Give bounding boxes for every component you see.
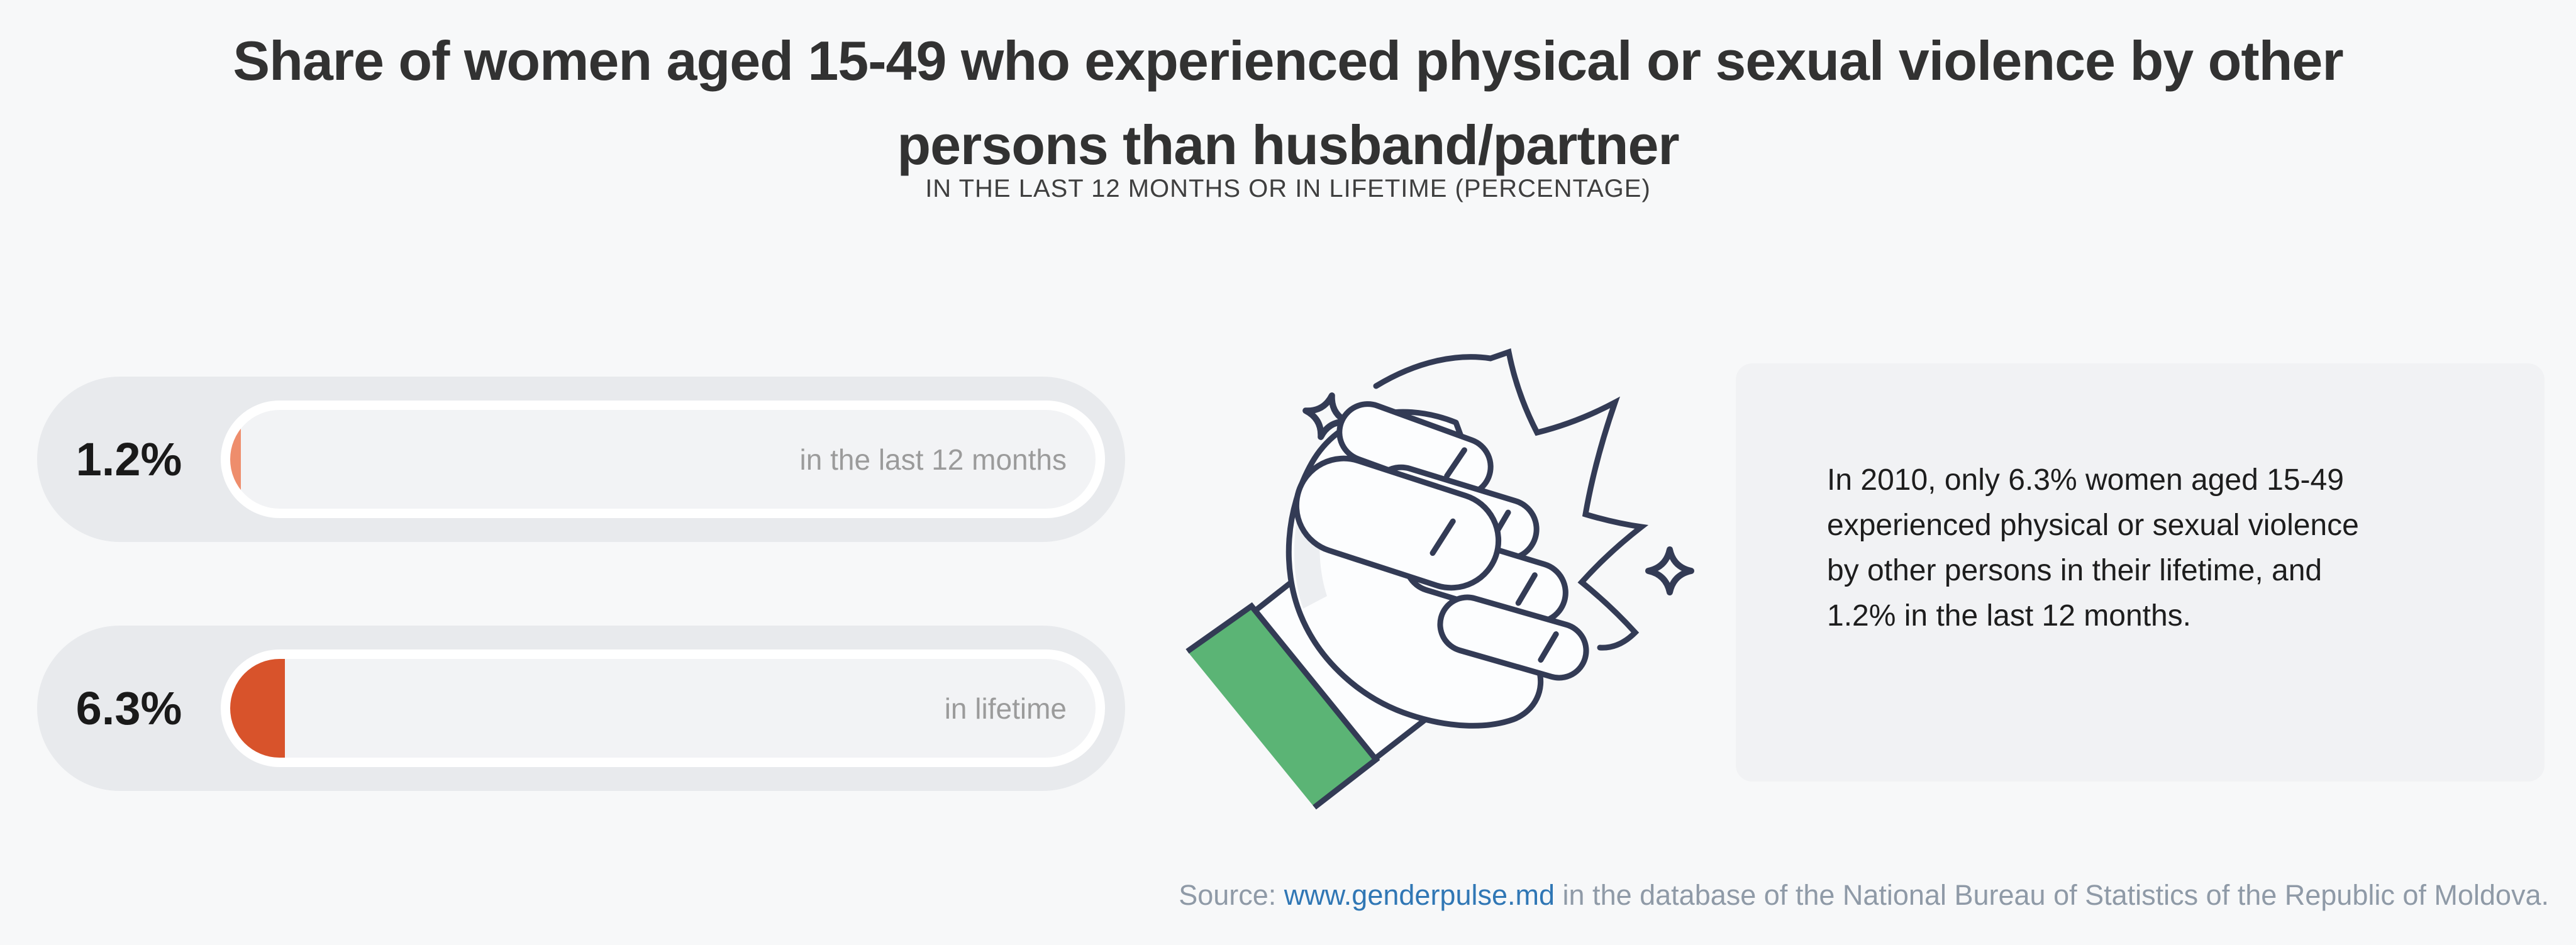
bar-track-ring: in the last 12 months bbox=[221, 401, 1105, 518]
sparkle-icon bbox=[1645, 546, 1694, 595]
bar-track: in lifetime bbox=[230, 659, 1096, 758]
bar-category-label: in the last 12 months bbox=[799, 443, 1067, 476]
bar-fill bbox=[230, 659, 285, 758]
bar-row-lifetime: 6.3% in lifetime bbox=[37, 626, 1125, 791]
bar-track-ring: in lifetime bbox=[221, 649, 1105, 767]
bar-row-last-12-months: 1.2% in the last 12 months bbox=[37, 377, 1125, 542]
page-title: Share of women aged 15-49 who experience… bbox=[0, 19, 2576, 187]
bar-value-label: 6.3% bbox=[75, 682, 182, 734]
bar-category-label: in lifetime bbox=[944, 692, 1067, 725]
annotation-line: 1.2% in the last 12 months. bbox=[1827, 599, 2191, 633]
annotation-line: In 2010, only 6.3% women aged 15-49 bbox=[1827, 463, 2344, 497]
bar-value-label: 1.2% bbox=[75, 433, 182, 485]
source-caption: Source: www.genderpulse.md in the databa… bbox=[1179, 879, 2549, 912]
page-subtitle: IN THE LAST 12 MONTHS OR IN LIFETIME (PE… bbox=[925, 175, 1651, 202]
title-line-1: Share of women aged 15-49 who experience… bbox=[233, 30, 2343, 92]
annotation-line: experienced physical or sexual violence bbox=[1827, 509, 2359, 542]
source-suffix: in the database of the National Bureau o… bbox=[1555, 879, 2549, 911]
impact-burst-icon bbox=[1373, 348, 1649, 651]
sparkle-icon bbox=[1302, 392, 1350, 440]
fist-icon bbox=[1185, 401, 1589, 810]
annotation-line: by other persons in their lifetime, and bbox=[1827, 554, 2323, 587]
source-link[interactable]: www.genderpulse.md bbox=[1284, 879, 1555, 911]
fist-punch-illustration bbox=[1185, 348, 1694, 810]
sleeve bbox=[1187, 606, 1376, 807]
title-line-2: persons than husband/partner bbox=[897, 114, 1679, 176]
source-prefix: Source: bbox=[1179, 879, 1284, 911]
bar-fill bbox=[230, 410, 241, 509]
bar-track: in the last 12 months bbox=[230, 410, 1096, 509]
annotation-box: In 2010, only 6.3% women aged 15-49 expe… bbox=[1736, 363, 2545, 782]
